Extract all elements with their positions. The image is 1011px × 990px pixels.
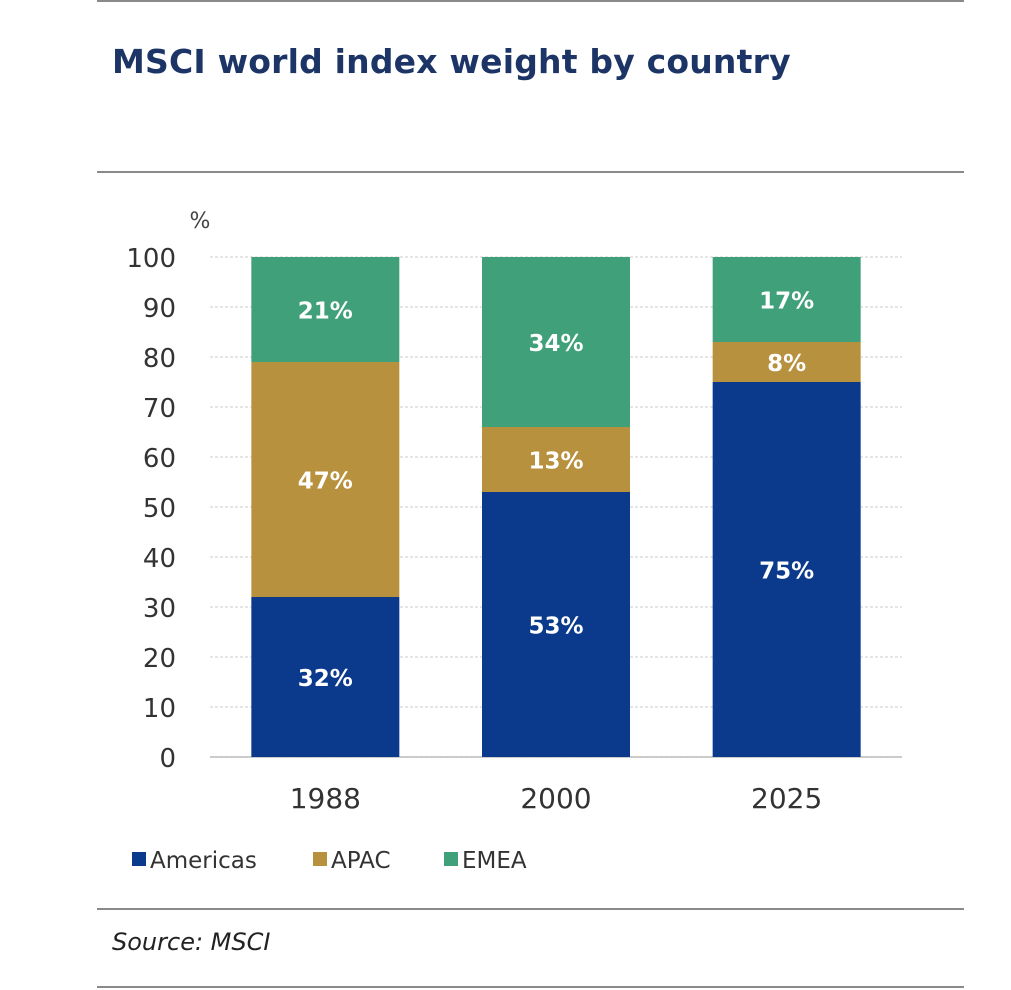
y-tick-label: 30 <box>143 594 176 624</box>
data-label-apac-1988: 47% <box>298 469 353 495</box>
bar-apac-1988 <box>251 362 400 597</box>
y-tick-label: 0 <box>159 744 176 774</box>
x-tick-label: 1988 <box>290 782 361 815</box>
y-tick-label: 90 <box>143 294 176 324</box>
bar-apac-2000 <box>482 427 630 492</box>
top-rule <box>97 0 964 2</box>
y-tick-label: 100 <box>126 244 176 274</box>
legend-swatch-apac <box>313 852 327 866</box>
data-label-emea-2000: 34% <box>528 331 583 357</box>
chart-title: MSCI world index weight by country <box>112 42 791 81</box>
x-tick-label: 2025 <box>751 782 822 815</box>
bar-americas-2000 <box>482 492 630 757</box>
legend-label-apac: APAC <box>331 848 391 874</box>
y-tick-label: 60 <box>143 444 176 474</box>
bar-americas-1988 <box>251 597 400 757</box>
data-label-americas-1988: 32% <box>298 666 353 692</box>
bottom-rule <box>97 986 964 988</box>
bar-americas-2025 <box>712 382 861 757</box>
y-tick-label: 70 <box>143 394 176 424</box>
bar-apac-2025 <box>712 342 861 382</box>
y-unit-label: % <box>190 209 211 234</box>
y-tick-label: 80 <box>143 344 176 374</box>
y-tick-label: 50 <box>143 494 176 524</box>
y-tick-label: 20 <box>143 644 176 674</box>
data-label-emea-2025: 17% <box>759 289 814 315</box>
legend-label-emea: EMEA <box>462 848 527 874</box>
header-rule <box>97 171 964 173</box>
source-note: Source: MSCI <box>112 928 271 956</box>
y-tick-label: 10 <box>143 694 176 724</box>
bar-emea-1988 <box>251 257 400 362</box>
legend-swatch-americas <box>132 852 146 866</box>
y-tick-label: 40 <box>143 544 176 574</box>
bar-emea-2000 <box>482 257 630 427</box>
data-label-americas-2025: 75% <box>759 559 814 585</box>
data-label-apac-2025: 8% <box>767 351 806 377</box>
data-label-emea-1988: 21% <box>298 299 353 325</box>
legend-label-americas: Americas <box>150 848 257 874</box>
x-tick-label: 2000 <box>520 782 591 815</box>
legend-swatch-emea <box>444 852 458 866</box>
data-label-americas-2000: 53% <box>528 614 583 640</box>
data-label-apac-2000: 13% <box>528 449 583 475</box>
bar-emea-2025 <box>712 257 861 342</box>
footer-rule <box>97 908 964 910</box>
stacked-bar-chart: 0 10 20 30 40 50 60 70 80 90 100% 32% 47% 21% 1988 53% 1… <box>126 209 902 874</box>
